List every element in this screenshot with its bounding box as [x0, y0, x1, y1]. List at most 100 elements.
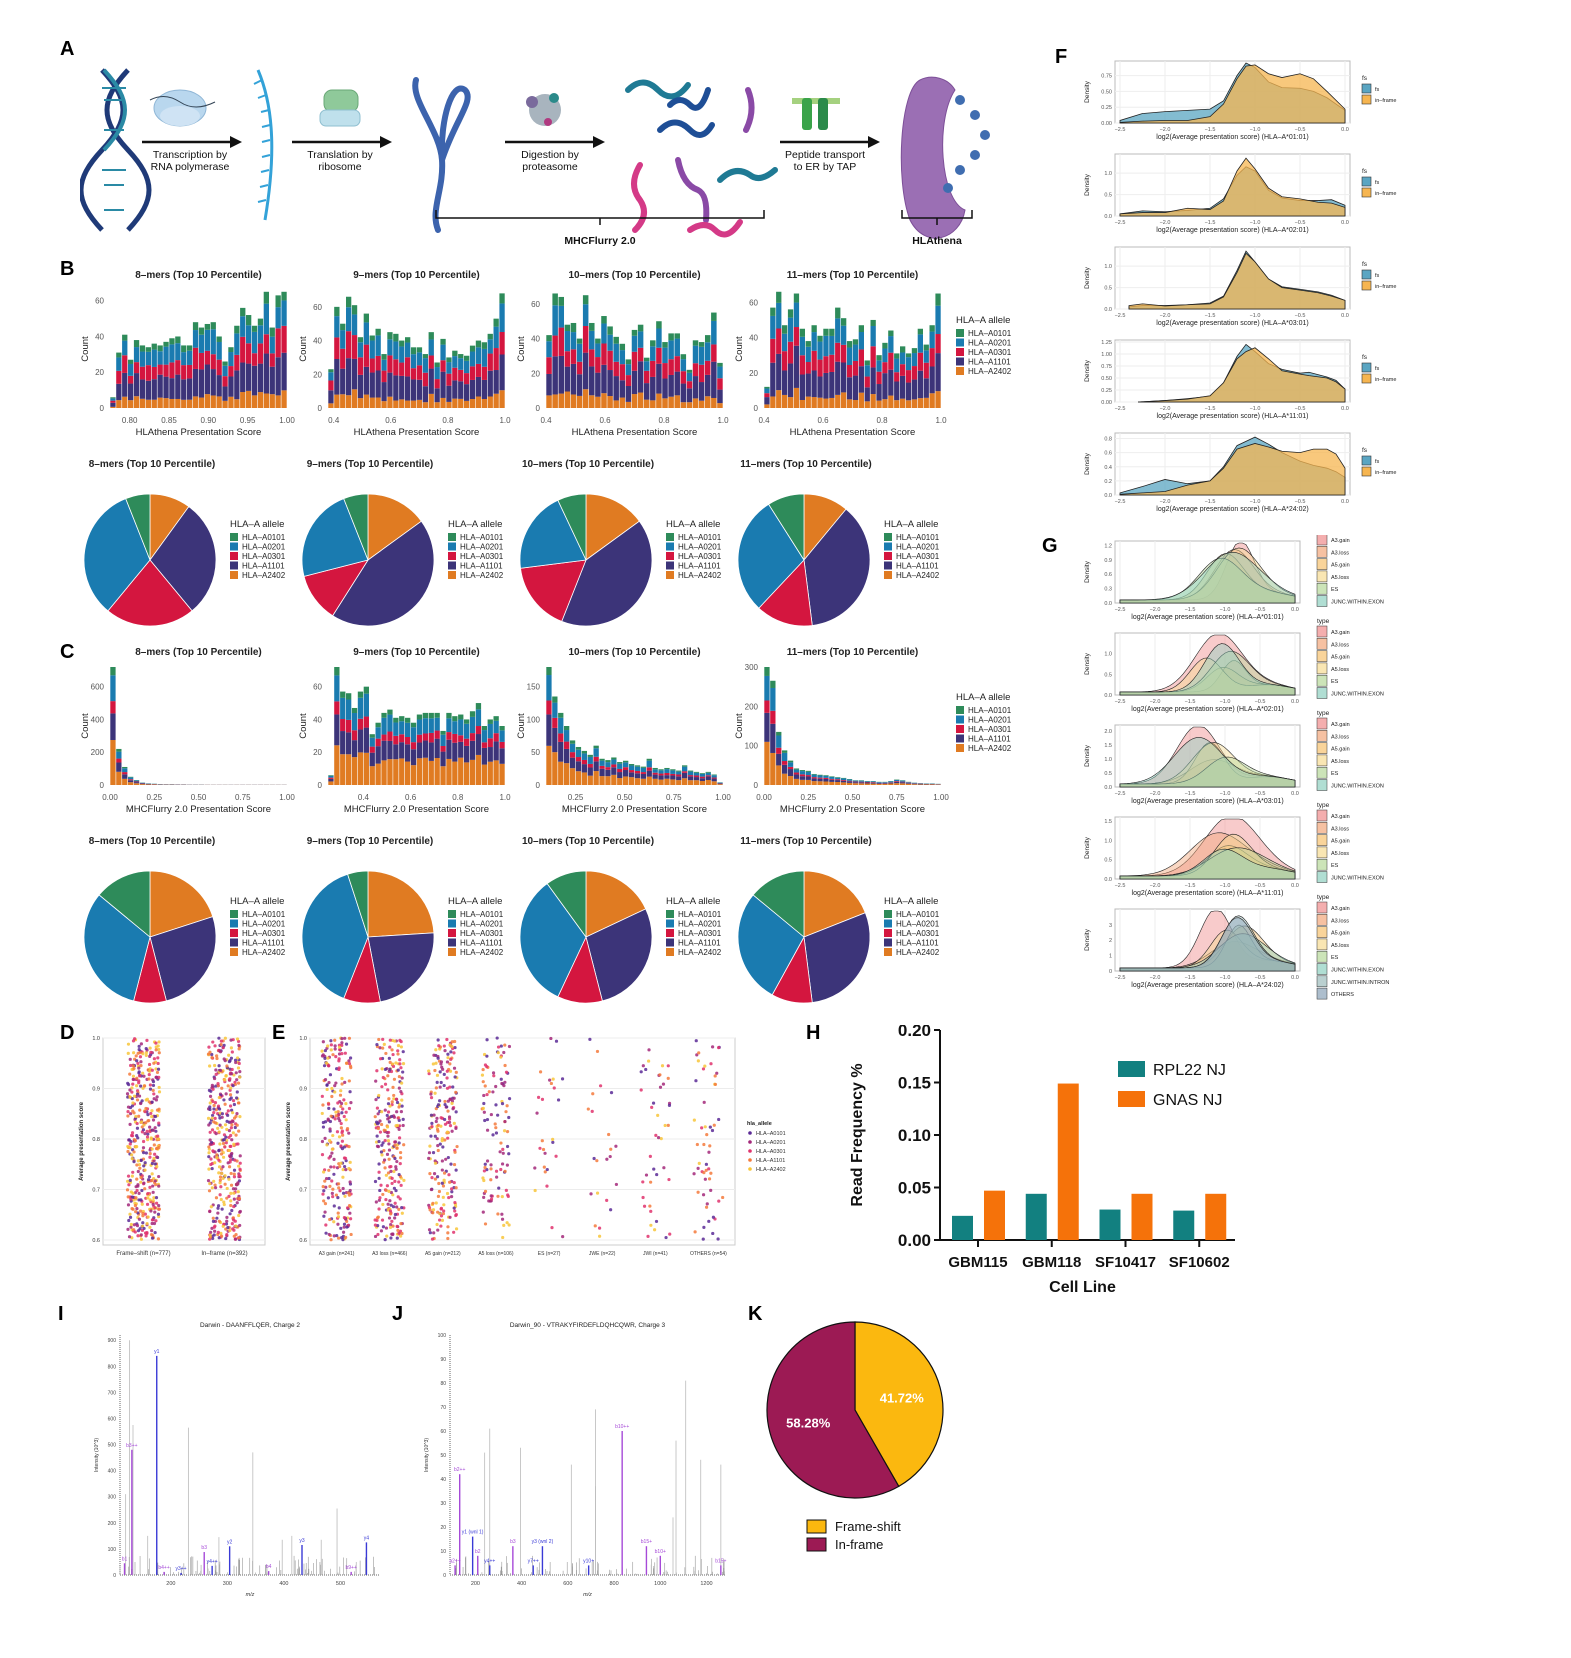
data-point: [229, 1158, 233, 1162]
data-point: [433, 1177, 437, 1181]
peak-label: y2: [227, 1539, 233, 1545]
y-axis-label: Intensity (10^3): [424, 1438, 430, 1472]
data-point: [395, 1224, 399, 1228]
legend-swatch: [956, 725, 964, 733]
histogram-bar-segment: [900, 783, 906, 785]
histogram-bar-segment: [175, 336, 181, 344]
histogram-bar-segment: [817, 775, 823, 778]
x-tick-label: 1.00: [279, 416, 295, 425]
data-point: [151, 1184, 155, 1188]
histogram-bar-segment: [799, 336, 805, 356]
data-point: [225, 1127, 229, 1132]
data-point: [434, 1119, 438, 1124]
data-point: [337, 1067, 341, 1072]
data-point: [324, 1185, 328, 1189]
histogram-bar-segment: [369, 766, 375, 785]
data-point: [652, 1167, 656, 1171]
data-point: [386, 1074, 390, 1078]
data-point: [212, 1111, 216, 1115]
histogram-bar-segment: [546, 395, 552, 408]
data-point: [385, 1113, 389, 1118]
data-point: [436, 1144, 440, 1148]
histogram-bar-segment: [387, 714, 393, 732]
data-point: [502, 1129, 507, 1133]
data-point: [446, 1225, 450, 1229]
histogram-bar-segment: [440, 730, 446, 735]
data-point: [221, 1224, 225, 1228]
data-point: [380, 1110, 384, 1114]
data-point: [155, 1165, 159, 1169]
x-tick-label: −0.5: [1295, 313, 1306, 319]
histogram-bar-segment: [619, 397, 626, 408]
data-point: [453, 1075, 457, 1079]
histogram-bar-segment: [587, 754, 593, 757]
protein-chain-icon: [412, 77, 471, 233]
density-curve-inframe: [1137, 347, 1346, 403]
histogram-bar-segment: [469, 716, 476, 734]
data-point: [230, 1123, 234, 1127]
histogram-bar-segment: [151, 349, 157, 367]
x-tick-label: 0.6: [405, 793, 417, 802]
data-point: [389, 1236, 393, 1240]
histogram-bar-segment: [682, 765, 688, 767]
data-point: [131, 1170, 135, 1174]
x-tick-label: A3 loss (n=466): [372, 1251, 407, 1257]
data-point: [322, 1064, 327, 1068]
histogram-bar-segment: [163, 398, 169, 408]
data-point: [224, 1073, 228, 1078]
data-point: [149, 1050, 153, 1054]
histogram-bar-segment: [558, 717, 564, 734]
data-point: [609, 1091, 614, 1095]
data-point: [321, 1125, 326, 1129]
histogram-bar-segment: [656, 328, 662, 348]
data-point: [232, 1234, 236, 1238]
data-point: [146, 1132, 150, 1136]
data-point: [153, 1179, 157, 1183]
legend-swatch: [448, 571, 456, 579]
histogram-bar-segment: [717, 784, 723, 785]
legend-label: JUNC.WITHIN.EXON: [1331, 692, 1384, 698]
plot-area: [309, 1037, 736, 1246]
legend-swatch: [666, 948, 674, 956]
histogram-bar-segment: [192, 330, 199, 348]
histogram-bar-segment: [876, 384, 882, 401]
histogram-bar-segment: [446, 739, 452, 759]
data-point: [428, 1144, 432, 1148]
data-point: [324, 1176, 329, 1181]
y-tick-label: 300: [108, 1495, 117, 1501]
histogram-bar-segment: [546, 667, 552, 676]
data-point: [130, 1157, 134, 1161]
histogram-bar-segment: [328, 390, 334, 404]
data-point: [442, 1083, 446, 1088]
data-point: [503, 1119, 507, 1124]
histogram-bar-segment: [711, 774, 717, 776]
data-point: [237, 1173, 241, 1177]
y-tick-label: 1.0: [1104, 757, 1112, 763]
data-point: [331, 1195, 335, 1199]
data-point: [213, 1161, 217, 1165]
data-point: [157, 1085, 161, 1090]
data-point: [397, 1141, 401, 1145]
histogram-bar-segment: [334, 667, 340, 676]
data-point: [327, 1139, 332, 1143]
data-point: [238, 1223, 242, 1228]
legend-label: HLA–A0101: [460, 910, 504, 919]
step-label-transcription-2: RNA polymerase: [151, 161, 230, 173]
histogram-bar-segment: [770, 315, 776, 339]
data-point: [131, 1064, 135, 1068]
data-point: [377, 1037, 381, 1042]
data-point: [482, 1052, 487, 1057]
histogram-bar-segment: [422, 386, 428, 403]
data-point: [449, 1162, 453, 1166]
data-point: [439, 1124, 443, 1128]
y-tick-label: 0.0: [1104, 493, 1112, 499]
histogram-bar-segment: [564, 726, 570, 731]
data-point: [452, 1096, 456, 1100]
histogram-bar-segment: [670, 770, 676, 774]
density-curve: [1119, 643, 1296, 696]
legend-label: fs: [1375, 87, 1380, 93]
data-point: [649, 1180, 653, 1184]
data-point: [138, 1108, 142, 1112]
x-axis-label: MHCFlurry 2.0 Presentation Score: [562, 804, 707, 815]
legend-label: JUNC.WITHIN.EXON: [1331, 600, 1384, 606]
